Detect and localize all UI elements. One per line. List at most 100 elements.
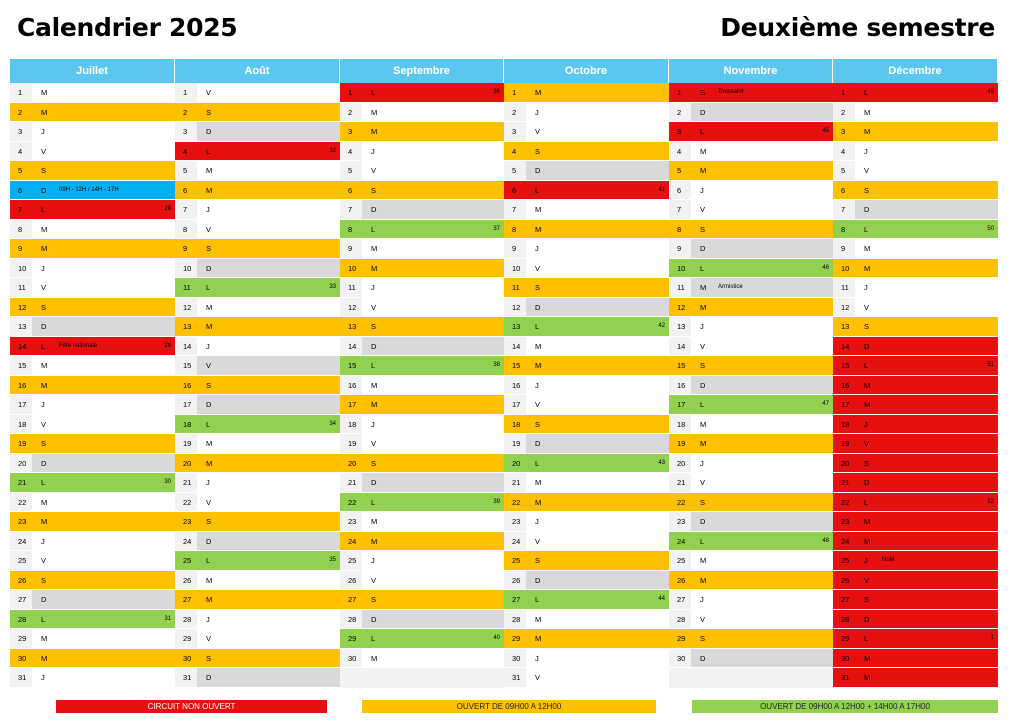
weekday-letter: L	[41, 205, 46, 214]
weekday-letter: V	[206, 634, 212, 643]
day-number: 27	[512, 595, 521, 604]
weekday-letter: L	[206, 556, 211, 565]
day-row: 27 J	[669, 590, 833, 610]
day-number: 26	[340, 570, 362, 589]
day-number: 6	[512, 185, 517, 195]
day-number: 6	[841, 185, 846, 195]
weekday-letter: L	[41, 614, 46, 624]
page-title: Calendrier 2025	[17, 13, 238, 42]
weekday-letter: M	[206, 458, 213, 468]
weekday-letter: V	[41, 556, 47, 565]
day-row: 28 D	[833, 609, 998, 629]
weekday-letter: D	[535, 575, 541, 585]
day-row: 20 D	[10, 453, 175, 473]
day-row: 30 M	[833, 648, 998, 668]
day-number: 29	[841, 634, 850, 643]
day-number: 22	[512, 497, 521, 507]
weekday-letter: M	[700, 146, 707, 156]
weekday-letter: M	[41, 244, 48, 253]
weekday-letter: V	[700, 205, 706, 214]
calendar-grid: Juillet 1 M 2 M 3 J 4 V 5 S 6 D 09H - 12H / 14H - 17H…	[10, 59, 998, 700]
day-number: 23	[183, 517, 192, 526]
weekday-letter: L	[41, 478, 46, 487]
day-number: 19	[18, 439, 27, 448]
day-number: 29	[677, 634, 686, 643]
weekday-letter: S	[371, 595, 377, 604]
day-row: 17 M	[833, 395, 998, 415]
day-row: 14 M	[504, 336, 669, 356]
weekday-letter: J	[700, 458, 704, 468]
week-number: 30	[164, 479, 171, 485]
day-note: Toussaint	[718, 89, 744, 95]
day-row: 27 S	[340, 590, 504, 610]
day-row: 30 J	[504, 648, 669, 668]
day-row: 19 V	[833, 434, 998, 454]
day-number: 24	[841, 536, 850, 546]
day-row: 22 M	[504, 492, 669, 512]
weekday-letter: V	[864, 166, 870, 175]
weekday-letter: M	[371, 263, 378, 273]
month-header: Septembre	[340, 59, 504, 83]
day-row: 15 V	[175, 356, 340, 376]
day-number: 7	[340, 200, 362, 219]
week-number: 29	[164, 342, 171, 349]
day-number: 31	[504, 668, 526, 687]
weekday-letter: M	[206, 322, 213, 331]
day-number: 3	[677, 127, 682, 136]
day-row: 16 J	[504, 375, 669, 395]
day-row: 17 J	[10, 395, 175, 415]
weekday-letter: D	[41, 322, 47, 331]
day-number: 16	[669, 375, 691, 394]
weekday-letter: J	[864, 283, 868, 292]
weekday-letter: S	[864, 458, 870, 468]
week-number: 1	[990, 635, 994, 641]
day-number: 13	[10, 317, 32, 336]
weekday-letter: M	[700, 419, 707, 429]
day-number: 7	[18, 205, 23, 214]
day-row: 13 J	[669, 317, 833, 337]
day-number: 26	[677, 575, 686, 585]
day-number: 14	[18, 341, 27, 351]
weekday-letter: V	[700, 614, 706, 624]
day-row: 11 J	[833, 278, 998, 298]
day-row: 12 D	[504, 297, 669, 317]
weekday-letter: M	[864, 263, 871, 273]
day-number: 4	[669, 141, 691, 160]
day-number: 8	[512, 224, 517, 234]
day-row: 25 L 35	[175, 551, 340, 571]
day-number: 2	[183, 107, 188, 117]
day-row: 26 V	[340, 570, 504, 590]
day-row: 23 M	[833, 512, 998, 532]
day-row: 24 J	[10, 531, 175, 551]
day-number: 6	[669, 180, 691, 199]
day-number: 5	[677, 166, 682, 175]
day-row: 16 M	[10, 375, 175, 395]
day-number: 9	[18, 244, 23, 253]
day-number: 15	[841, 361, 850, 370]
day-number: 25	[512, 556, 521, 565]
day-number: 5	[175, 161, 197, 180]
day-row: 4 L 32	[175, 141, 340, 161]
day-number: 11	[10, 278, 32, 297]
day-number: 13	[183, 322, 192, 331]
day-number: 21	[340, 473, 362, 492]
weekday-letter: J	[371, 146, 375, 156]
weekday-letter: L	[206, 283, 211, 292]
day-number: 21	[841, 478, 850, 487]
day-number: 8	[841, 224, 846, 234]
day-number: 12	[175, 297, 197, 316]
day-row: 29 L 1	[833, 629, 998, 649]
day-number: 9	[669, 239, 691, 258]
day-row: 30 S	[175, 648, 340, 668]
day-number: 20	[841, 458, 850, 468]
weekday-letter: J	[535, 517, 539, 526]
weekday-letter: V	[535, 536, 541, 546]
day-row: 31 M	[833, 668, 998, 688]
